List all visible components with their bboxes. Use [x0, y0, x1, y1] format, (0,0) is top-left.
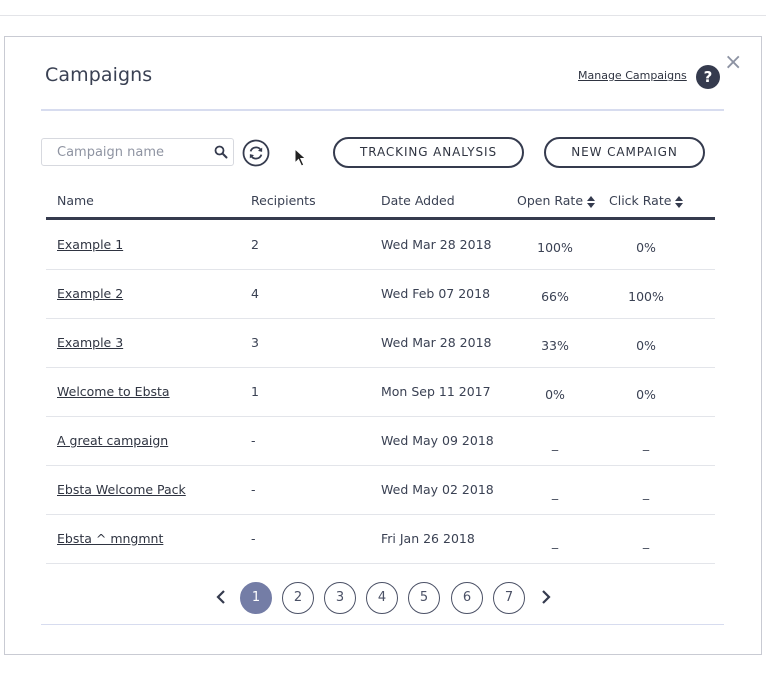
recipients-count: 3: [251, 335, 259, 350]
refresh-icon[interactable]: [242, 139, 270, 167]
table-row: Example 1 2 Wed Mar 28 2018 100% 0%: [46, 221, 715, 270]
manage-campaigns-link[interactable]: Manage Campaigns: [578, 69, 687, 82]
page-button-3[interactable]: 3: [324, 582, 356, 614]
new-campaign-button[interactable]: NEW CAMPAIGN: [544, 137, 705, 168]
recipients-count: 2: [251, 237, 259, 252]
column-header-open-rate[interactable]: Open Rate: [517, 193, 596, 208]
campaign-name-link[interactable]: Example 3: [57, 335, 124, 350]
recipients-count: 4: [251, 286, 259, 301]
page-button-2[interactable]: 2: [282, 582, 314, 614]
recipients-count: -: [251, 531, 256, 546]
table-header-divider: [46, 217, 715, 220]
help-icon[interactable]: ?: [696, 65, 720, 89]
chevron-left-icon[interactable]: [215, 589, 229, 605]
campaign-name-link[interactable]: Example 2: [57, 286, 124, 301]
column-header-date-added: Date Added: [381, 193, 455, 208]
click-rate: 0%: [636, 240, 656, 255]
click-rate: 0%: [636, 338, 656, 353]
open-rate: _: [551, 436, 559, 451]
mouse-cursor-icon: [294, 148, 307, 167]
click-rate: 100%: [628, 289, 664, 304]
recipients-count: -: [251, 482, 256, 497]
click-rate: _: [642, 485, 650, 500]
footer-divider: [41, 624, 724, 625]
search-box: [41, 138, 234, 166]
column-header-click-rate[interactable]: Click Rate: [609, 193, 684, 208]
table-row: Example 2 4 Wed Feb 07 2018 66% 100%: [46, 270, 715, 319]
table-row: A great campaign - Wed May 09 2018 _ _: [46, 417, 715, 466]
open-rate: 0%: [545, 387, 565, 402]
open-rate: _: [551, 485, 559, 500]
top-divider: [0, 15, 766, 16]
page-button-6[interactable]: 6: [451, 582, 483, 614]
campaign-name-link[interactable]: Ebsta ^ mngmnt: [57, 531, 164, 546]
table-row: Welcome to Ebsta 1 Mon Sep 11 2017 0% 0%: [46, 368, 715, 417]
close-icon[interactable]: ×: [724, 50, 743, 75]
tracking-analysis-button[interactable]: TRACKING ANALYSIS: [333, 137, 524, 168]
page-button-7[interactable]: 7: [493, 582, 525, 614]
date-added: Wed Mar 28 2018: [381, 237, 492, 252]
recipients-count: 1: [251, 384, 259, 399]
date-added: Wed Feb 07 2018: [381, 286, 491, 301]
date-added: Wed May 02 2018: [381, 482, 494, 497]
open-rate: 100%: [537, 240, 573, 255]
page-button-1[interactable]: 1: [240, 582, 272, 614]
campaign-name-link[interactable]: A great campaign: [57, 433, 169, 448]
sort-icon[interactable]: [675, 195, 684, 208]
date-added: Wed May 09 2018: [381, 433, 494, 448]
campaign-name-link[interactable]: Ebsta Welcome Pack: [57, 482, 186, 497]
page-button-4[interactable]: 4: [366, 582, 398, 614]
recipients-count: -: [251, 433, 256, 448]
date-added: Fri Jan 26 2018: [381, 531, 475, 546]
date-added: Mon Sep 11 2017: [381, 384, 491, 399]
click-rate: 0%: [636, 387, 656, 402]
modal-title: Campaigns: [45, 64, 153, 86]
click-rate: _: [642, 436, 650, 451]
click-rate-label: Click Rate: [609, 193, 672, 208]
open-rate: _: [551, 534, 559, 549]
table-row: Ebsta ^ mngmnt - Fri Jan 26 2018 _ _: [46, 515, 715, 564]
date-added: Wed Mar 28 2018: [381, 335, 492, 350]
column-header-name: Name: [57, 193, 94, 208]
open-rate: 33%: [541, 338, 569, 353]
table-row: Example 3 3 Wed Mar 28 2018 33% 0%: [46, 319, 715, 368]
click-rate: _: [642, 534, 650, 549]
campaign-search-input[interactable]: [42, 139, 202, 165]
header-divider: [41, 109, 724, 111]
column-header-recipients: Recipients: [251, 193, 316, 208]
open-rate-label: Open Rate: [517, 193, 584, 208]
search-icon[interactable]: [214, 145, 228, 159]
page-button-5[interactable]: 5: [408, 582, 440, 614]
sort-icon[interactable]: [587, 195, 596, 208]
chevron-right-icon[interactable]: [538, 589, 552, 605]
open-rate: 66%: [541, 289, 569, 304]
campaign-name-link[interactable]: Welcome to Ebsta: [57, 384, 170, 399]
table-row: Ebsta Welcome Pack - Wed May 02 2018 _ _: [46, 466, 715, 515]
campaign-name-link[interactable]: Example 1: [57, 237, 124, 252]
